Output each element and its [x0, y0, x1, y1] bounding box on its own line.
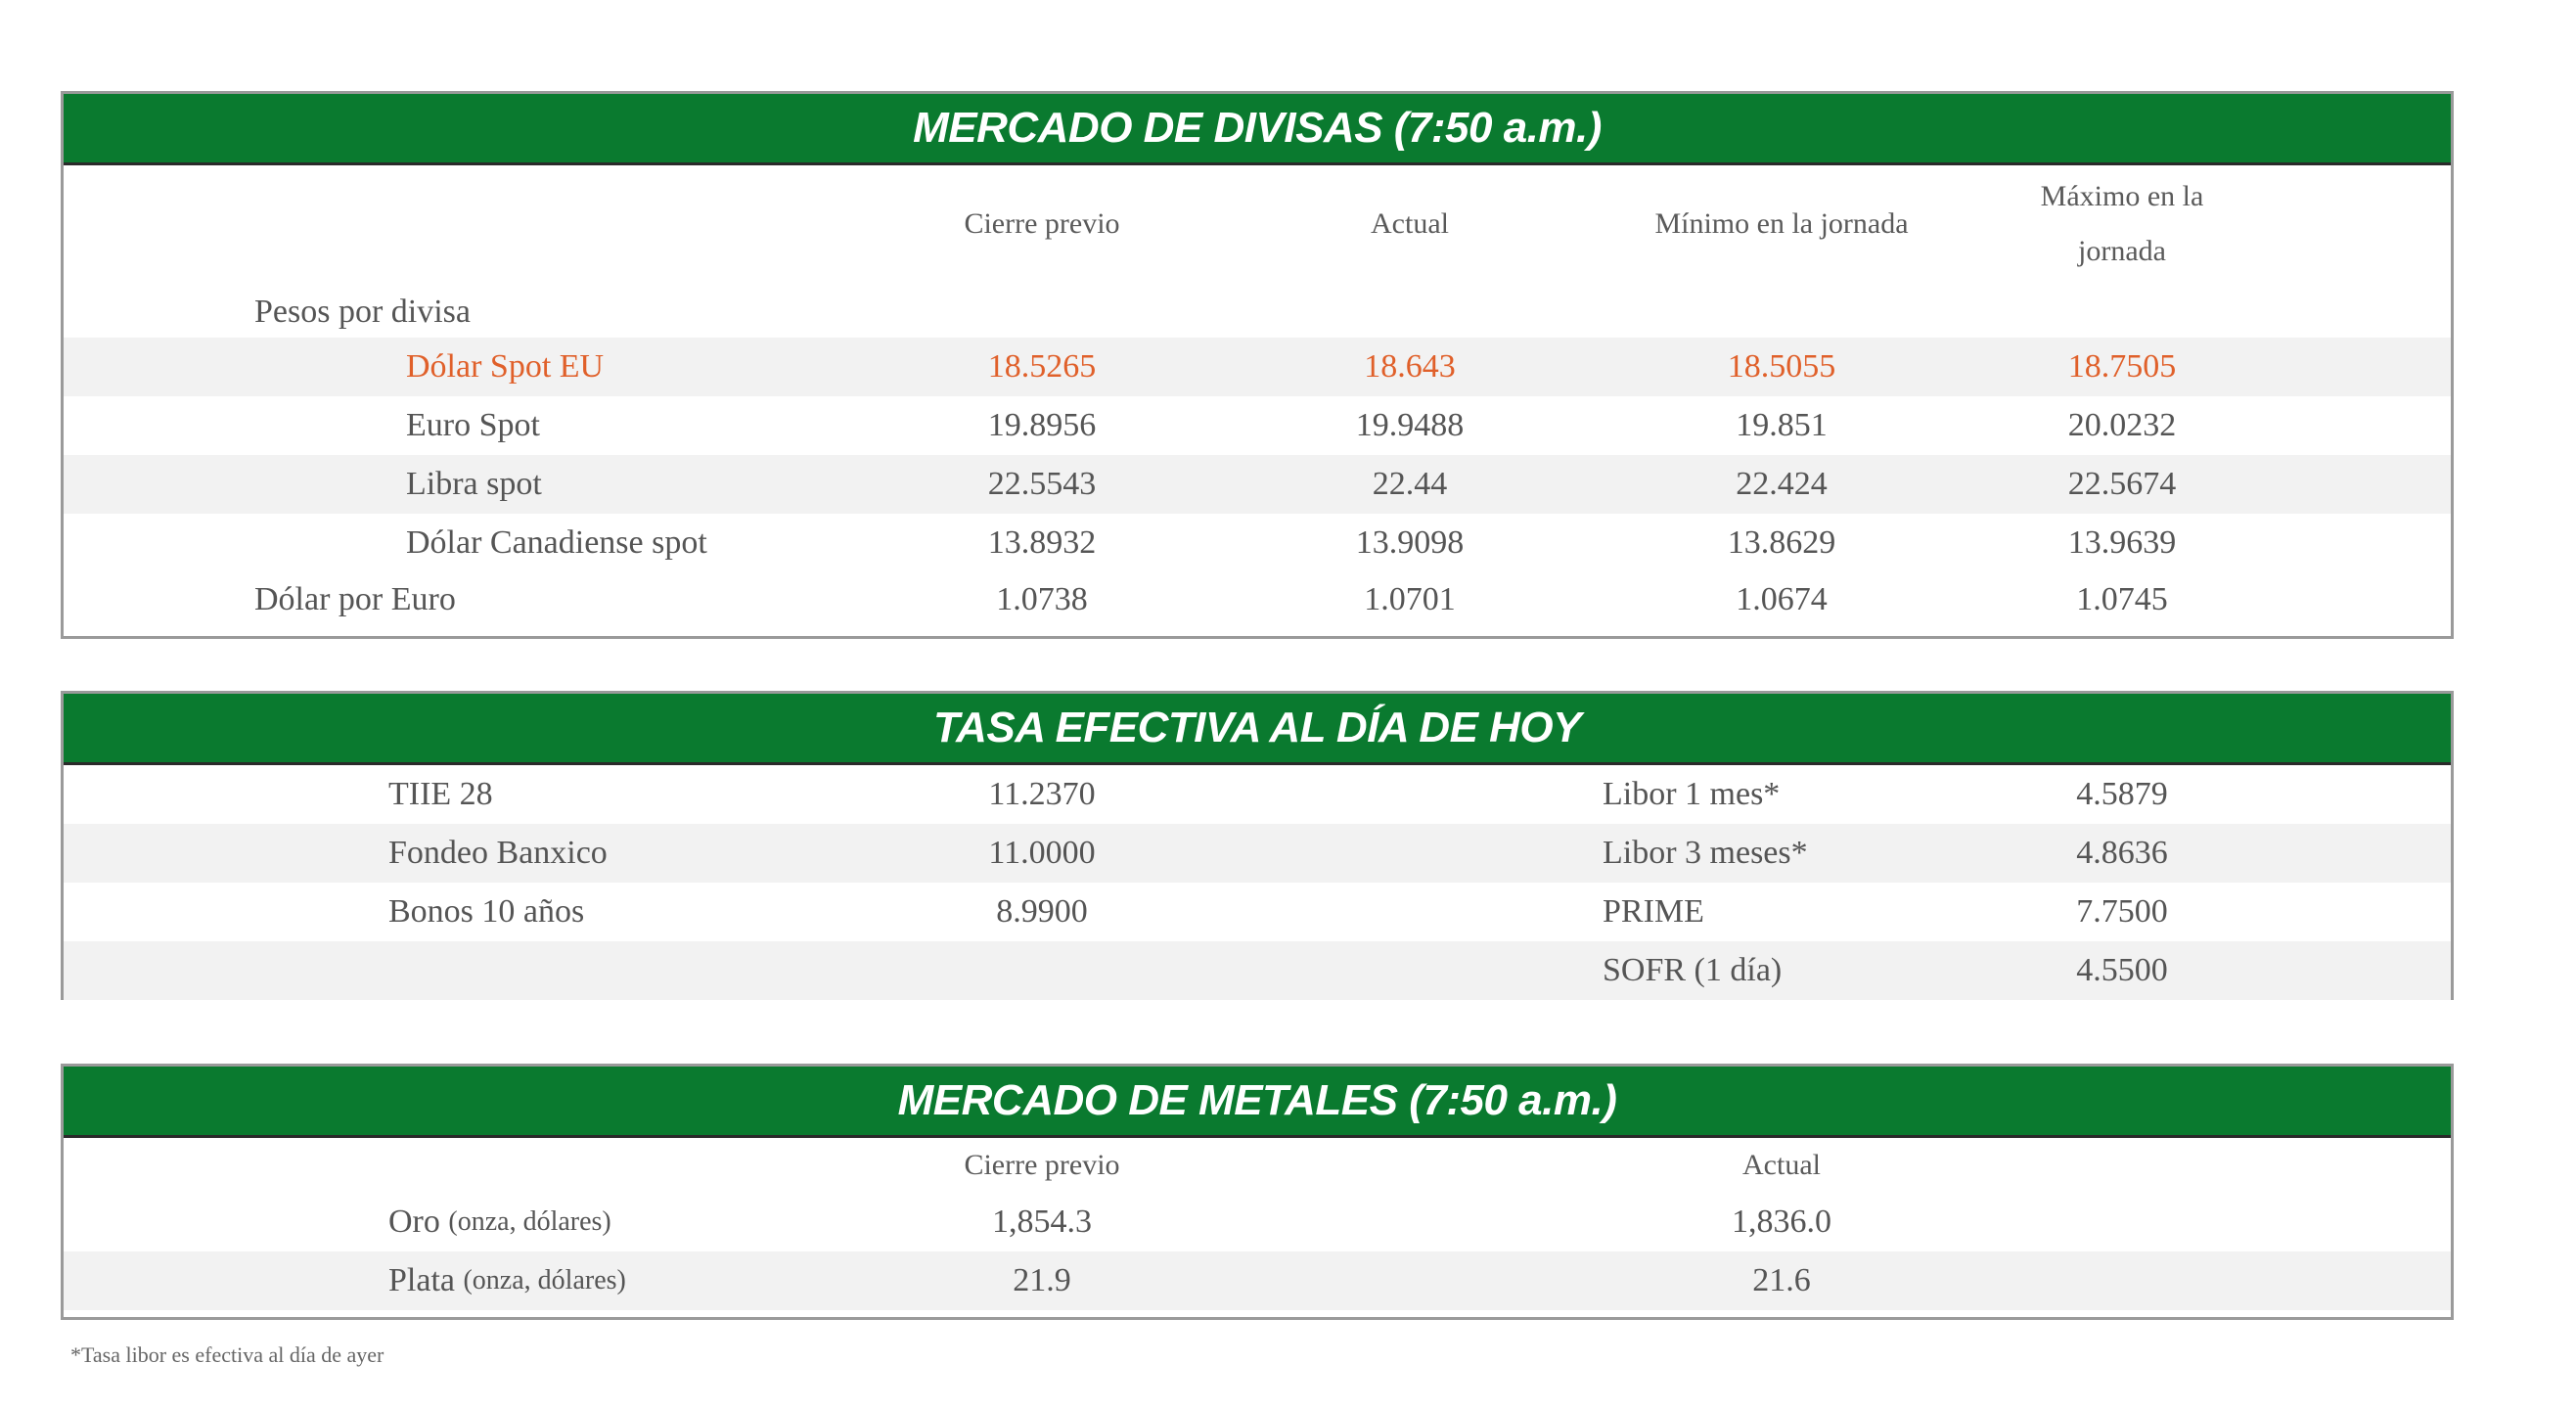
right-value: 7.7500	[2076, 893, 2168, 930]
col-maximo: Máximo en la jornada	[2040, 180, 2204, 267]
right-label: Libor 3 meses*	[1603, 835, 1808, 871]
right-value: 4.8636	[2076, 835, 2168, 871]
cell-cierre: 22.5543	[987, 466, 1097, 502]
cell-cierre: 1.0738	[996, 580, 1088, 617]
table-row: Plata (onza, dólares) 21.9 21.6	[64, 1251, 2451, 1310]
left-value: 8.9900	[996, 893, 1088, 930]
row-label: Oro (onza, dólares)	[388, 1193, 611, 1251]
right-label: Libor 1 mes*	[1603, 776, 1781, 812]
col-actual: Actual	[1371, 207, 1449, 240]
cell-max: 18.7505	[2067, 348, 2177, 385]
metal-unit: (onza, dólares)	[448, 1206, 611, 1237]
cell-cierre: 18.5265	[987, 348, 1097, 385]
table-row: Bonos 10 años 8.9900 PRIME 7.7500	[64, 883, 2451, 941]
tasas-panel: TASA EFECTIVA AL DÍA DE HOY TIIE 28 11.2…	[61, 691, 2454, 1000]
row-label: Euro Spot	[406, 407, 540, 443]
row-label: Dólar Spot EU	[406, 348, 605, 385]
cell-actual: 1,836.0	[1732, 1204, 1831, 1240]
cell-max: 13.9639	[2067, 524, 2177, 561]
table-row: Dólar Spot EU 18.5265 18.643 18.5055 18.…	[64, 338, 2451, 396]
col-cierre-previo: Cierre previo	[964, 1149, 1120, 1181]
left-label: Bonos 10 años	[388, 893, 585, 930]
col-actual: Actual	[1742, 1149, 1821, 1181]
cell-max: 20.0232	[2067, 407, 2177, 443]
cell-min: 18.5055	[1727, 348, 1836, 385]
left-value: 11.2370	[988, 776, 1096, 812]
table-row: SOFR (1 día) 4.5500	[64, 941, 2451, 1000]
divisas-title: MERCADO DE DIVISAS (7:50 a.m.)	[64, 94, 2451, 165]
left-label: TIIE 28	[388, 776, 493, 812]
right-value: 4.5879	[2076, 776, 2168, 812]
table-row: TIIE 28 11.2370 Libor 1 mes* 4.5879	[64, 765, 2451, 824]
tasas-title: TASA EFECTIVA AL DÍA DE HOY	[64, 694, 2451, 765]
divisas-column-headers: Cierre previo Actual Mínimo en la jornad…	[64, 165, 2451, 287]
left-label: Fondeo Banxico	[388, 835, 608, 871]
row-label: Dólar Canadiense spot	[406, 524, 707, 561]
cell-cierre: 13.8932	[987, 524, 1097, 561]
footnote: *Tasa libor es efectiva al día de ayer	[70, 1342, 384, 1367]
right-label: PRIME	[1603, 893, 1704, 930]
cell-min: 22.424	[1736, 466, 1828, 502]
cell-max: 1.0745	[2076, 580, 2168, 617]
cell-min: 19.851	[1736, 407, 1828, 443]
metales-column-headers: Cierre previo Actual	[64, 1138, 2451, 1193]
cell-actual: 21.6	[1752, 1262, 1811, 1298]
metales-title: MERCADO DE METALES (7:50 a.m.)	[64, 1067, 2451, 1138]
table-row: Dólar por Euro 1.0738 1.0701 1.0674 1.07…	[64, 572, 2451, 626]
metales-panel: MERCADO DE METALES (7:50 a.m.) Cierre pr…	[61, 1064, 2454, 1320]
table-row: Euro Spot 19.8956 19.9488 19.851 20.0232	[64, 396, 2451, 455]
cell-actual: 22.44	[1372, 466, 1448, 502]
cell-cierre: 19.8956	[987, 407, 1097, 443]
table-row: Dólar Canadiense spot 13.8932 13.9098 13…	[64, 514, 2451, 572]
row-label: Plata (onza, dólares)	[388, 1251, 626, 1310]
cell-actual: 13.9098	[1355, 524, 1465, 561]
cell-cierre: 21.9	[1013, 1262, 1071, 1298]
group-label-row: Pesos por divisa	[64, 287, 2451, 338]
divisas-panel: MERCADO DE DIVISAS (7:50 a.m.) Cierre pr…	[61, 91, 2454, 639]
right-value: 4.5500	[2076, 952, 2168, 988]
cell-actual: 19.9488	[1355, 407, 1465, 443]
table-row: Fondeo Banxico 11.0000 Libor 3 meses* 4.…	[64, 824, 2451, 883]
row-label: Dólar por Euro	[254, 580, 456, 617]
metal-name: Oro	[388, 1204, 440, 1240]
table-row: Libra spot 22.5543 22.44 22.424 22.5674	[64, 455, 2451, 514]
cell-max: 22.5674	[2067, 466, 2177, 502]
cell-min: 13.8629	[1727, 524, 1836, 561]
cell-actual: 1.0701	[1364, 580, 1456, 617]
metal-unit: (onza, dólares)	[463, 1265, 626, 1295]
table-row: Oro (onza, dólares) 1,854.3 1,836.0	[64, 1193, 2451, 1251]
left-value: 11.0000	[988, 835, 1096, 871]
right-label: SOFR (1 día)	[1603, 952, 1783, 988]
cell-min: 1.0674	[1736, 580, 1828, 617]
cell-actual: 18.643	[1364, 348, 1456, 385]
col-cierre-previo: Cierre previo	[964, 207, 1120, 240]
group-label: Pesos por divisa	[254, 294, 471, 330]
metal-name: Plata	[388, 1262, 455, 1298]
col-minimo: Mínimo en la jornada	[1654, 207, 1909, 240]
row-label: Libra spot	[406, 466, 542, 502]
cell-cierre: 1,854.3	[992, 1204, 1092, 1240]
